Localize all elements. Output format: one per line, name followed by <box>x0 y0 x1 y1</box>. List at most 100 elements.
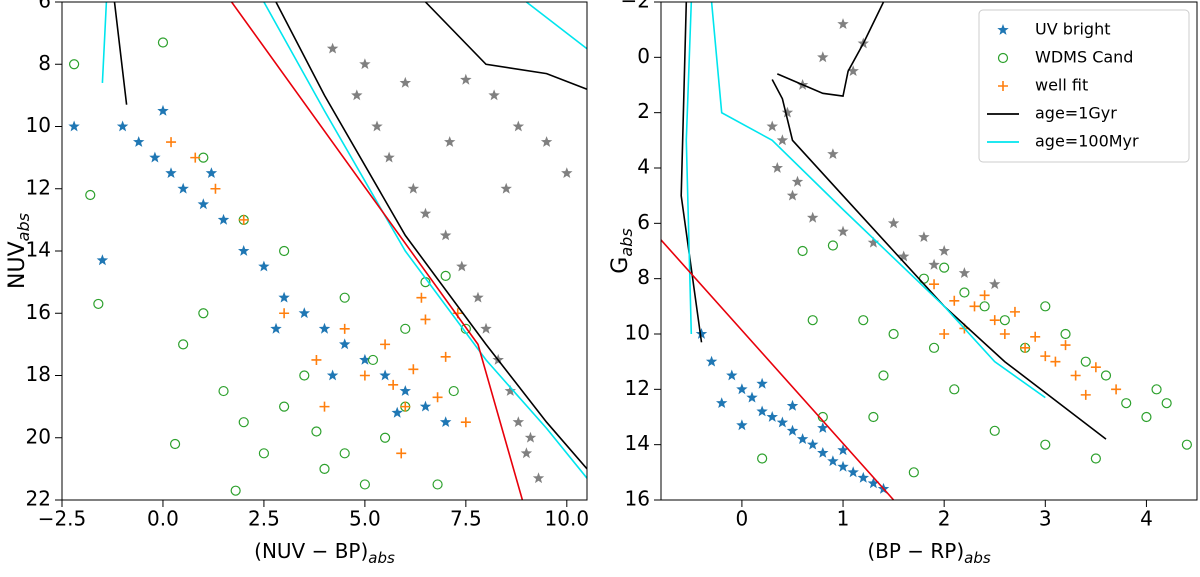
data-point <box>351 89 363 101</box>
data-point <box>888 328 899 340</box>
data-point <box>210 183 221 194</box>
data-point <box>432 392 443 403</box>
data-point <box>359 353 371 365</box>
data-point <box>205 167 218 178</box>
data-point <box>695 328 708 339</box>
data-point <box>400 401 411 412</box>
x-tick-label: 10.0 <box>545 507 590 531</box>
legend-box <box>978 9 1190 163</box>
data-point <box>999 329 1010 339</box>
data-point <box>807 315 818 326</box>
data-point <box>165 167 177 178</box>
data-point <box>705 355 718 367</box>
curve <box>101 2 587 479</box>
data-point <box>520 447 533 459</box>
data-point <box>319 401 330 412</box>
data-point <box>379 432 391 443</box>
y-tick-label: 8 <box>637 265 650 289</box>
y-tick-label: −2 <box>621 0 650 13</box>
data-point <box>1050 356 1061 367</box>
y-tick-label: 4 <box>637 155 650 179</box>
data-point <box>299 370 310 381</box>
data-point <box>878 370 889 381</box>
data-point <box>847 65 859 76</box>
data-point <box>858 315 869 326</box>
data-point <box>326 42 339 54</box>
y-tick-label: 6 <box>38 0 51 13</box>
data-point <box>807 438 819 450</box>
data-point <box>359 479 370 490</box>
data-point <box>817 51 829 63</box>
data-point <box>766 411 778 422</box>
data-point <box>379 369 391 381</box>
data-point <box>867 477 880 489</box>
data-point <box>827 240 839 251</box>
data-point <box>757 453 768 464</box>
data-point <box>540 136 553 147</box>
y-tick-label: 10 <box>625 321 650 345</box>
data-point <box>420 314 431 325</box>
data-point <box>524 431 537 443</box>
legend-label: UV bright <box>1035 20 1111 39</box>
data-point <box>318 322 331 334</box>
data-point <box>837 18 849 29</box>
data-point <box>817 422 829 433</box>
x-tick-label: 5.0 <box>349 507 381 531</box>
data-point <box>756 377 768 389</box>
data-point <box>837 444 849 456</box>
data-point <box>230 485 241 496</box>
data-point <box>339 448 350 459</box>
data-point <box>938 245 950 256</box>
data-point <box>1060 340 1071 351</box>
data-point <box>1080 356 1091 367</box>
data-point <box>326 369 339 381</box>
data-point <box>791 175 804 187</box>
data-point <box>371 120 383 132</box>
data-point <box>781 106 794 118</box>
plot-area <box>68 2 587 500</box>
data-point <box>279 308 290 319</box>
data-point <box>439 229 452 241</box>
data-point <box>969 301 980 312</box>
data-point <box>500 182 512 194</box>
x-axis-label: (BP − RP)abs <box>867 539 991 567</box>
axes-frame <box>660 1 1198 501</box>
y-tick-label: 16 <box>26 300 51 324</box>
data-point <box>561 167 573 178</box>
data-point <box>388 379 399 390</box>
data-point <box>440 270 451 281</box>
x-tick-label: 4 <box>1140 507 1153 531</box>
data-point <box>817 447 829 458</box>
data-point <box>488 89 500 101</box>
data-point <box>716 397 728 408</box>
data-point <box>1009 306 1020 317</box>
data-point <box>776 134 789 146</box>
data-point <box>887 217 900 229</box>
data-point <box>96 254 109 266</box>
legend-label: WDMS Cand <box>1035 48 1133 67</box>
data-point <box>85 189 96 201</box>
x-tick-label: 1 <box>837 507 850 531</box>
data-point <box>1030 331 1041 342</box>
data-point <box>218 385 229 397</box>
data-point <box>949 295 960 306</box>
data-point <box>512 120 525 132</box>
data-point <box>399 385 411 396</box>
data-point <box>1080 389 1091 400</box>
data-point <box>157 37 169 48</box>
y-tick-label: 0 <box>637 44 650 68</box>
data-point <box>383 151 395 163</box>
curve <box>113 2 587 470</box>
data-point <box>958 267 971 278</box>
y-tick-label: 14 <box>26 238 51 262</box>
data-point <box>929 279 940 290</box>
x-tick-label: 3 <box>1039 507 1052 531</box>
data-point <box>1070 370 1081 381</box>
data-point <box>532 472 545 484</box>
data-point <box>472 291 484 303</box>
legend: UV bright WDMS Cand well fit age=1Gyr age=10… <box>978 9 1190 163</box>
data-point <box>736 383 748 395</box>
data-point <box>928 258 940 270</box>
data-point <box>93 298 104 310</box>
